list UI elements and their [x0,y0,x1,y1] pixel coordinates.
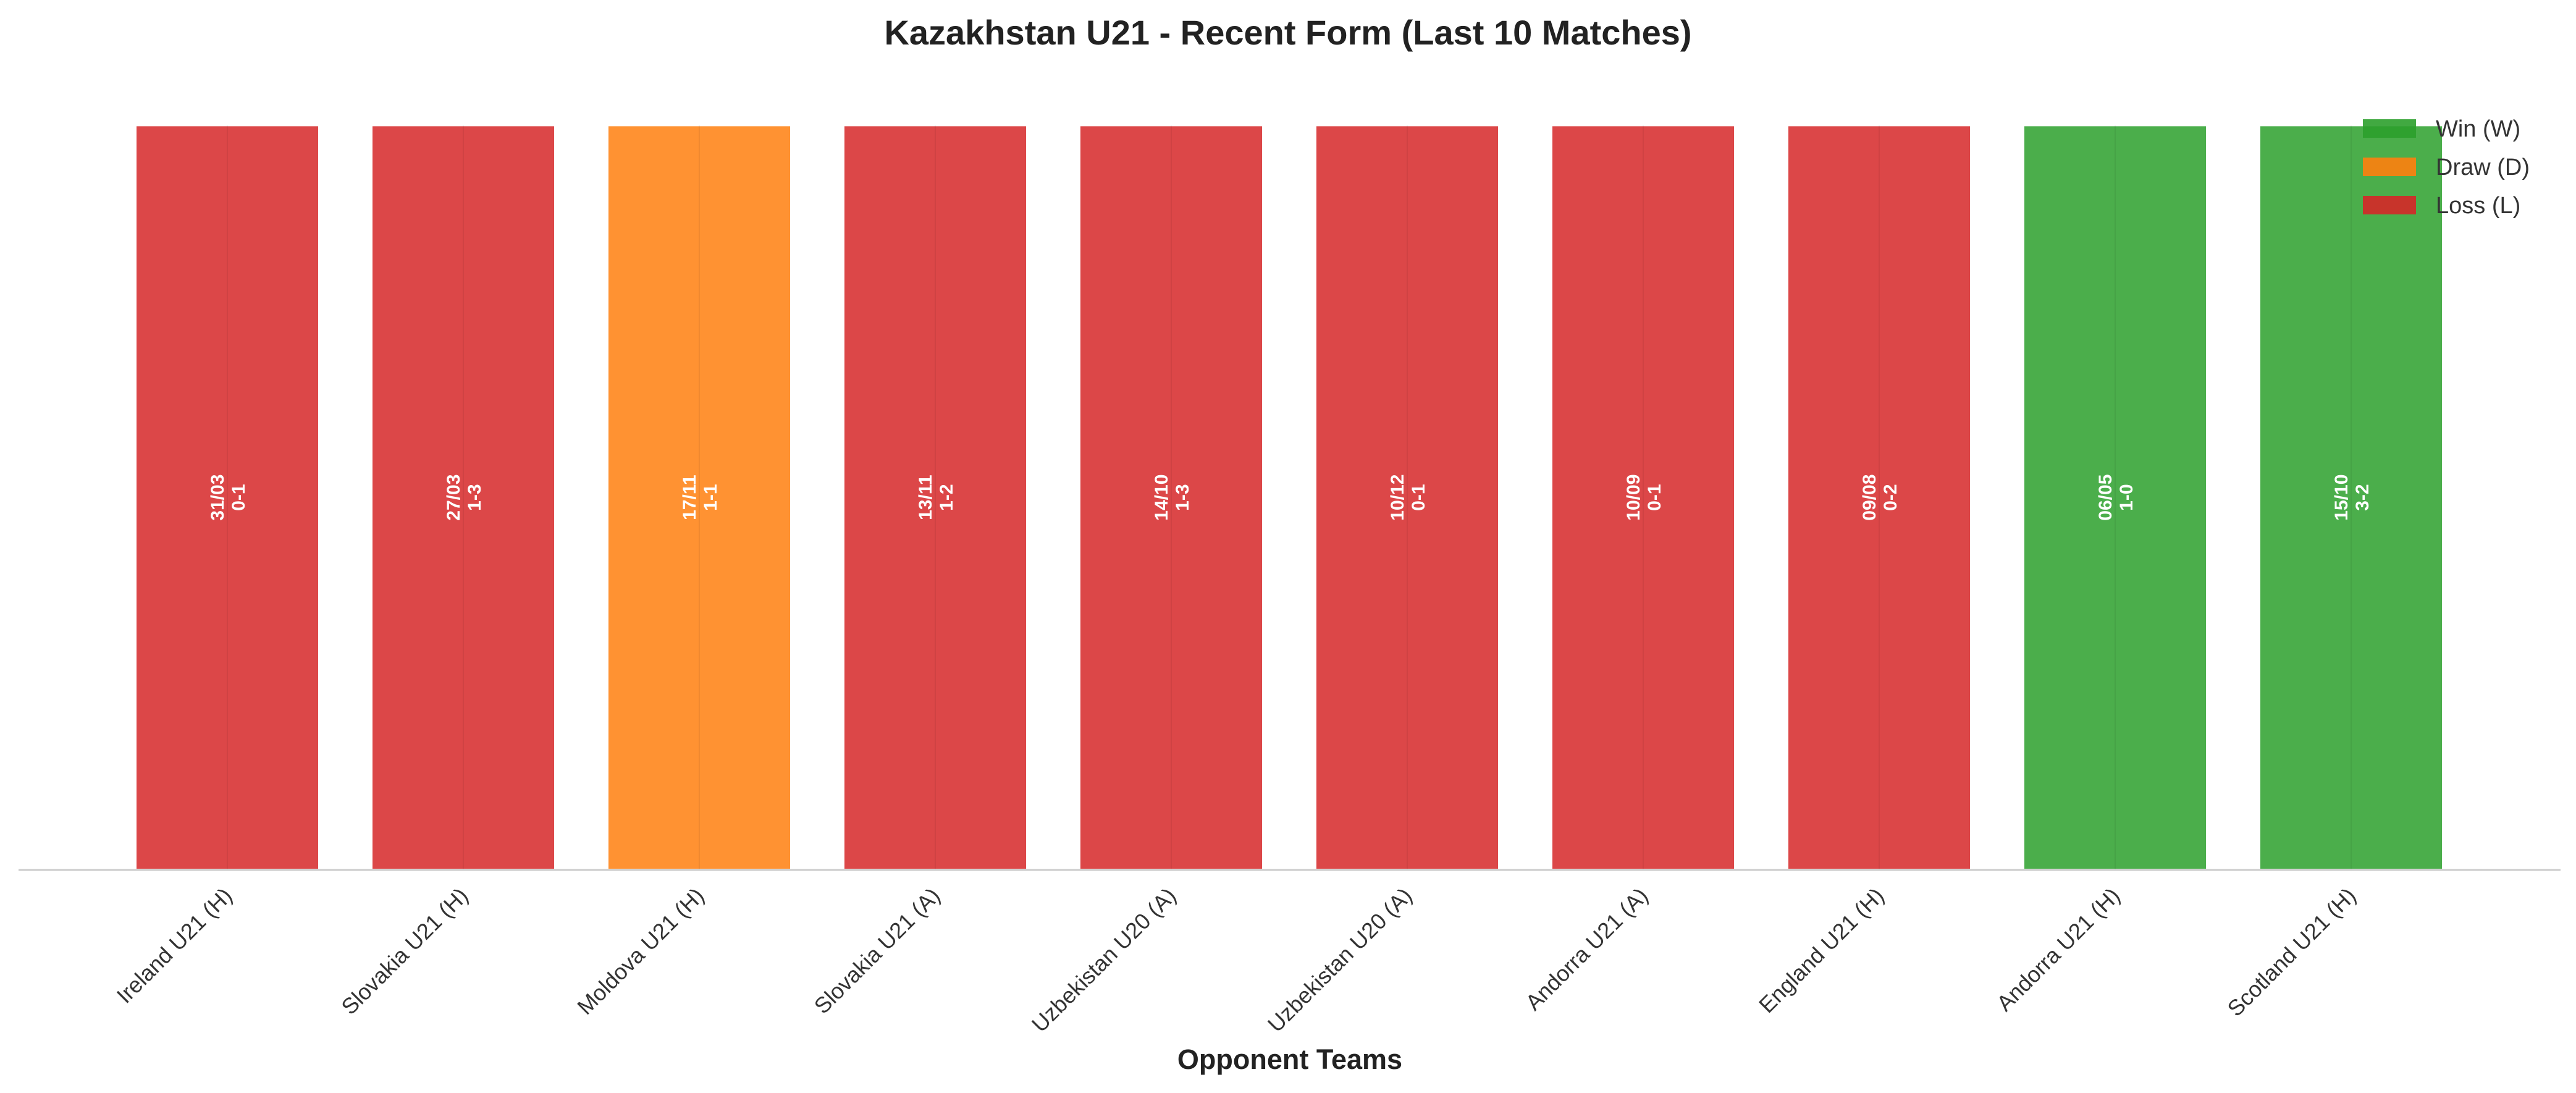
legend-label-d: Draw (D) [2436,154,2530,180]
bar-label: 31/030-1 [208,475,249,521]
x-tick-label: Andorra U21 (H) [1992,883,2125,1016]
legend-swatch-l [2363,196,2416,214]
x-tick-label: Ireland U21 (H) [112,883,237,1008]
x-tick-label: Uzbekistan U20 (A) [1027,883,1181,1037]
x-tick-label: Slovakia U21 (H) [336,883,473,1019]
bar-label: 17/111-1 [680,475,721,520]
bar-l [1314,124,1501,872]
x-tick-label: Slovakia U21 (A) [809,883,945,1019]
x-tick-label: England U21 (H) [1754,883,1889,1018]
bar-label: 09/080-2 [1859,475,1901,521]
bar-l [1550,124,1736,872]
bar-w [2258,124,2444,872]
bar-l [842,124,1029,872]
bar-label: 27/031-3 [444,475,485,521]
legend-label-w: Win (W) [2436,116,2520,142]
legend-swatch-w [2363,119,2416,138]
bar-label: 13/111-2 [915,475,957,520]
legend-label-l: Loss (L) [2436,193,2520,219]
bar-label: 10/120-1 [1387,475,1429,521]
x-axis-label: Opponent Teams [1177,1044,1402,1075]
bar-l [134,124,321,872]
bar-label: 10/090-1 [1623,475,1665,521]
bar-label: 14/101-3 [1151,475,1193,521]
bar-label: 06/051-0 [2095,475,2137,521]
x-tick-label: Moldova U21 (H) [572,883,709,1019]
bar-d [606,124,793,872]
x-tick-label: Scotland U21 (H) [2222,883,2360,1021]
x-tick-label: Uzbekistan U20 (A) [1263,883,1417,1037]
chart-title: Kazakhstan U21 - Recent Form (Last 10 Ma… [884,13,1691,52]
x-tick-labels: Ireland U21 (H) Slovakia U21 (H) Moldova U… [112,883,2361,1037]
bar-label: 15/103-2 [2331,475,2373,521]
bar-l [370,124,557,872]
bar-l [1078,124,1265,872]
bars-group: 31/030-1 27/031-3 17/111-1 13/111-2 14/101-3… [134,124,2444,872]
legend-swatch-d [2363,158,2416,176]
x-tick-label: Andorra U21 (A) [1520,883,1652,1015]
legend: Win (W) Draw (D) Loss (L) [2363,116,2530,219]
